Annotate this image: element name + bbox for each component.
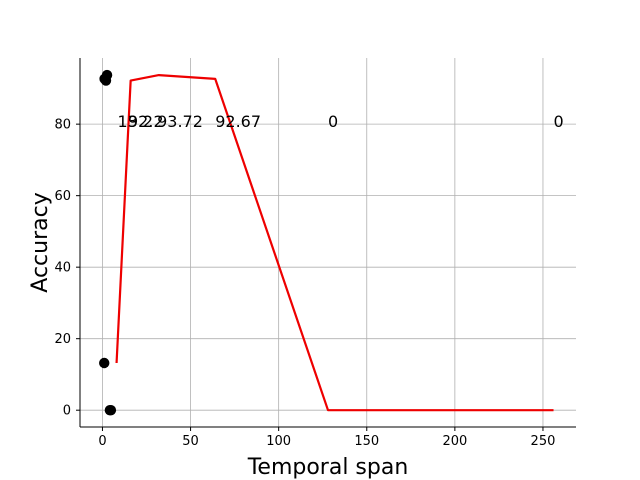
y-axis-title: Accuracy bbox=[28, 192, 53, 292]
data-label: 13.2 bbox=[117, 112, 153, 131]
grid-lines bbox=[80, 58, 576, 427]
y-tick-label: 20 bbox=[54, 332, 71, 347]
scatter-point bbox=[105, 404, 117, 416]
y-tick-label: 40 bbox=[54, 261, 71, 276]
x-tick-label: 0 bbox=[98, 434, 106, 449]
data-label: 92.2 bbox=[128, 112, 164, 131]
series-layer bbox=[99, 69, 554, 416]
x-ticks: 0 50 100 150 200 250 bbox=[98, 427, 555, 449]
data-label: 0 bbox=[328, 112, 338, 131]
scatter-point bbox=[99, 73, 110, 85]
axes bbox=[79, 58, 576, 428]
x-tick-label: 250 bbox=[531, 434, 556, 449]
x-tick-label: 150 bbox=[354, 434, 379, 449]
x-tick-label: 200 bbox=[442, 434, 467, 449]
y-tick-label: 80 bbox=[54, 118, 71, 133]
y-tick-label: 0 bbox=[63, 404, 71, 419]
accuracy-line bbox=[115, 73, 554, 412]
data-label: 0 bbox=[554, 112, 564, 131]
data-label: 92.67 bbox=[215, 112, 261, 131]
y-ticks: 0 20 40 60 80 bbox=[54, 118, 80, 419]
scatter-point bbox=[99, 357, 110, 369]
data-label: 93.72 bbox=[157, 112, 203, 131]
y-tick-label: 60 bbox=[54, 189, 71, 204]
x-tick-label: 50 bbox=[182, 434, 199, 449]
data-labels: 13.292.293.72 92.67 0 0 bbox=[117, 112, 563, 131]
x-axis-title: Temporal span bbox=[247, 455, 409, 480]
x-tick-label: 100 bbox=[266, 434, 291, 449]
